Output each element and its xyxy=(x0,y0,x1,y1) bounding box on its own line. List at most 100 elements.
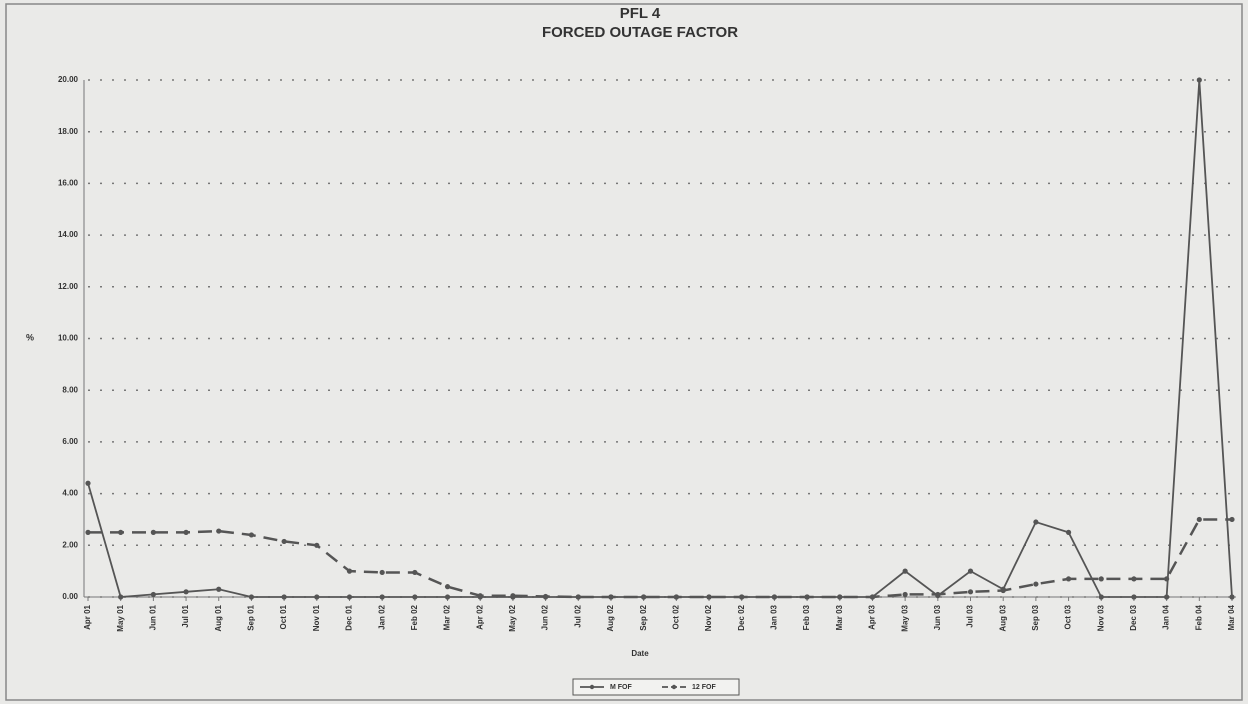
series-marker xyxy=(575,594,581,600)
x-tick-label: Jul 02 xyxy=(573,604,582,627)
series-line xyxy=(88,518,1232,599)
chart-frame xyxy=(5,3,1243,701)
y-tick-label: 10.00 xyxy=(58,334,79,343)
series-marker xyxy=(248,532,255,538)
x-tick-label: Mar 02 xyxy=(443,604,452,630)
series-marker xyxy=(412,594,418,600)
series-marker xyxy=(379,569,385,576)
x-tick-label: Oct 01 xyxy=(279,604,288,629)
legend-box xyxy=(572,678,740,696)
series-marker xyxy=(1000,587,1006,594)
series-marker xyxy=(869,594,876,600)
series-marker xyxy=(673,594,679,600)
series-marker xyxy=(1164,594,1170,600)
series-marker xyxy=(967,589,974,595)
series-marker xyxy=(1164,576,1170,582)
y-tick-label: 8.00 xyxy=(62,385,78,394)
series-marker xyxy=(444,584,451,590)
x-tick-label: Dec 01 xyxy=(345,604,354,630)
series-marker xyxy=(1098,576,1104,582)
series-marker xyxy=(967,568,974,574)
series-marker xyxy=(183,589,189,595)
x-tick-label: May 02 xyxy=(508,604,517,631)
series-marker xyxy=(1065,529,1072,535)
legend-marker xyxy=(589,684,595,690)
series-marker xyxy=(379,594,385,600)
x-tick-label: Jun 03 xyxy=(933,604,942,630)
y-tick-label: 6.00 xyxy=(62,437,78,446)
series-marker xyxy=(706,594,712,600)
series-marker xyxy=(1098,594,1104,600)
series-marker xyxy=(85,529,91,535)
x-tick-label: May 03 xyxy=(900,604,909,631)
x-tick-label: Feb 04 xyxy=(1194,604,1203,630)
series-marker xyxy=(346,568,353,574)
x-tick-label: Nov 02 xyxy=(704,604,713,631)
series-marker xyxy=(1196,516,1202,523)
series-marker xyxy=(1196,77,1202,83)
y-tick-label: 12.00 xyxy=(58,282,79,291)
series-marker xyxy=(1033,519,1039,525)
series-marker xyxy=(314,542,320,548)
chart-subtitle: FORCED OUTAGE FACTOR xyxy=(542,24,738,41)
chart-title: PFL 4 xyxy=(620,5,661,22)
series-marker xyxy=(935,591,941,598)
series-marker xyxy=(902,591,908,598)
series-line xyxy=(87,79,1233,598)
series-marker xyxy=(85,480,91,486)
series-marker xyxy=(150,591,156,598)
series-marker xyxy=(1131,576,1137,582)
x-tick-label: Sep 02 xyxy=(639,604,648,630)
series-marker xyxy=(1065,576,1072,582)
series-marker xyxy=(216,586,222,592)
x-axis-label: Date xyxy=(631,649,649,658)
y-tick-label: 0.00 xyxy=(62,592,78,601)
x-tick-label: May 01 xyxy=(116,604,125,631)
x-tick-label: Sep 01 xyxy=(247,604,256,630)
series-marker xyxy=(183,529,189,535)
legend-marker xyxy=(671,684,677,690)
series-marker xyxy=(248,594,255,600)
series-marker xyxy=(837,594,843,600)
series-marker xyxy=(902,568,908,574)
y-tick-label: 14.00 xyxy=(58,230,79,239)
series-marker xyxy=(118,594,124,600)
x-tick-label: Jan 02 xyxy=(377,604,386,629)
series-marker xyxy=(1229,594,1235,600)
y-tick-label: 20.00 xyxy=(58,75,79,84)
series-marker xyxy=(281,538,287,545)
series-marker xyxy=(1131,594,1137,600)
series-marker xyxy=(477,593,483,599)
x-tick-label: Oct 02 xyxy=(671,604,680,629)
series-marker xyxy=(1033,581,1039,587)
x-tick-label: Jan 03 xyxy=(770,604,779,629)
series-marker xyxy=(641,594,647,600)
x-tick-label: Jun 02 xyxy=(541,604,550,630)
x-tick-label: Jun 01 xyxy=(148,604,157,630)
x-tick-label: Jul 03 xyxy=(966,604,975,627)
series-marker xyxy=(150,529,156,535)
x-tick-label: Aug 02 xyxy=(606,604,615,631)
x-tick-label: Apr 01 xyxy=(83,604,92,629)
x-tick-label: Apr 02 xyxy=(475,604,484,629)
series-marker xyxy=(804,594,810,600)
legend-label: M FOF xyxy=(610,684,632,691)
x-tick-label: Mar 04 xyxy=(1227,604,1236,630)
series-marker xyxy=(346,594,353,600)
x-tick-label: Aug 01 xyxy=(214,604,223,631)
series-marker xyxy=(281,594,287,600)
series-marker xyxy=(118,529,124,535)
y-tick-label: 4.00 xyxy=(62,489,78,498)
y-axis-label: % xyxy=(26,332,34,342)
series-marker xyxy=(543,593,549,600)
x-tick-label: Jan 04 xyxy=(1162,604,1171,629)
x-tick-label: Mar 03 xyxy=(835,604,844,630)
series-marker xyxy=(216,528,222,534)
series-marker xyxy=(444,594,451,600)
x-tick-label: Dec 02 xyxy=(737,604,746,630)
legend-label: 12 FOF xyxy=(692,684,716,691)
series-marker xyxy=(739,594,745,600)
x-tick-label: Sep 03 xyxy=(1031,604,1040,630)
series-marker xyxy=(1229,516,1235,523)
